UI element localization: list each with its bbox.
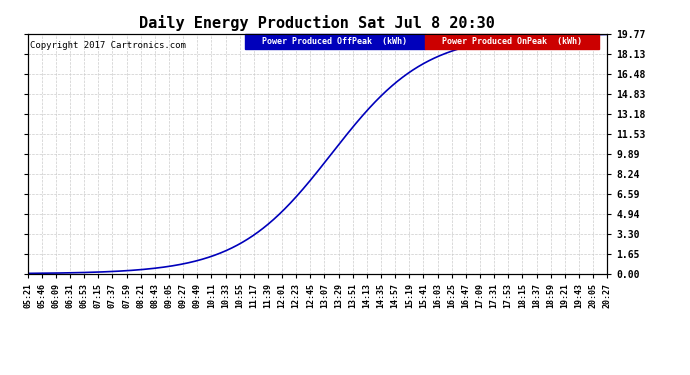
Text: Power Produced OnPeak  (kWh): Power Produced OnPeak (kWh): [442, 38, 582, 46]
Text: Copyright 2017 Cartronics.com: Copyright 2017 Cartronics.com: [30, 41, 186, 50]
Bar: [245, 34, 424, 50]
Title: Daily Energy Production Sat Jul 8 20:30: Daily Energy Production Sat Jul 8 20:30: [139, 15, 495, 31]
Bar: [424, 34, 598, 50]
Text: Power Produced OffPeak  (kWh): Power Produced OffPeak (kWh): [262, 38, 407, 46]
